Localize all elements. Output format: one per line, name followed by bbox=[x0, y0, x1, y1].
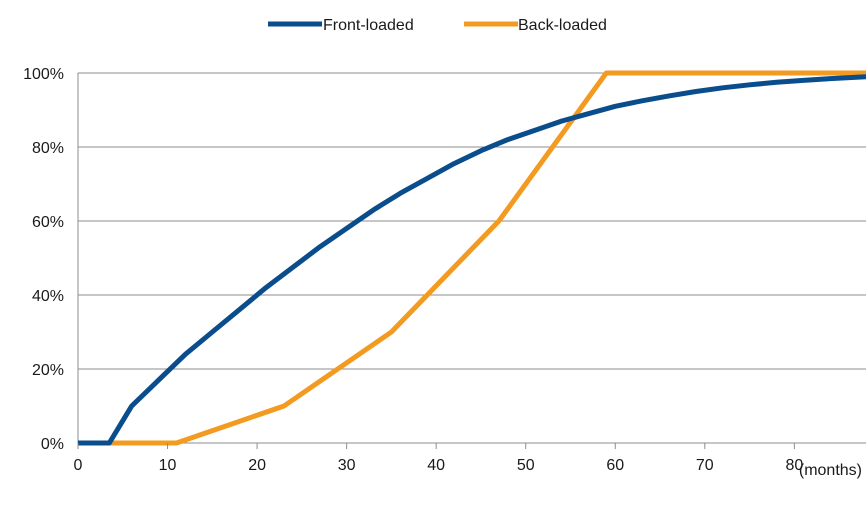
legend-item-front-loaded: Front-loaded bbox=[268, 17, 414, 34]
legend-item-back-loaded: Back-loaded bbox=[464, 17, 607, 34]
y-tick-label: 60% bbox=[32, 214, 64, 231]
x-tick-label: 70 bbox=[696, 457, 714, 474]
legend: Front-loaded Back-loaded bbox=[268, 17, 607, 34]
y-tick-label: 40% bbox=[32, 288, 64, 305]
y-tick-label: 20% bbox=[32, 362, 64, 379]
x-axis-title: (months) bbox=[799, 462, 862, 479]
y-tick-label: 80% bbox=[32, 140, 64, 157]
x-tick-label: 80 bbox=[785, 457, 803, 474]
x-tick-label: 0 bbox=[74, 457, 83, 474]
plot-frame bbox=[77, 73, 866, 444]
y-axis-ticks: 0% 20% 40% 60% 80% 100% bbox=[23, 66, 64, 453]
x-tick-label: 60 bbox=[606, 457, 624, 474]
x-tick-label: 50 bbox=[517, 457, 535, 474]
series-layer bbox=[78, 70, 866, 446]
series-line-back-loaded bbox=[78, 70, 866, 446]
y-tick-label: 100% bbox=[23, 66, 64, 83]
y-tick-label: 0% bbox=[41, 436, 64, 453]
x-tick-label: 20 bbox=[248, 457, 266, 474]
x-tick-label: 10 bbox=[159, 457, 177, 474]
x-tick-label: 40 bbox=[427, 457, 445, 474]
gridlines bbox=[78, 72, 866, 444]
legend-label: Front-loaded bbox=[323, 17, 414, 34]
series-line-front-loaded bbox=[78, 74, 866, 446]
legend-label: Back-loaded bbox=[518, 17, 607, 34]
x-axis-ticks: 0 10 20 30 40 50 60 70 80 bbox=[74, 443, 803, 474]
x-tick-label: 30 bbox=[338, 457, 356, 474]
